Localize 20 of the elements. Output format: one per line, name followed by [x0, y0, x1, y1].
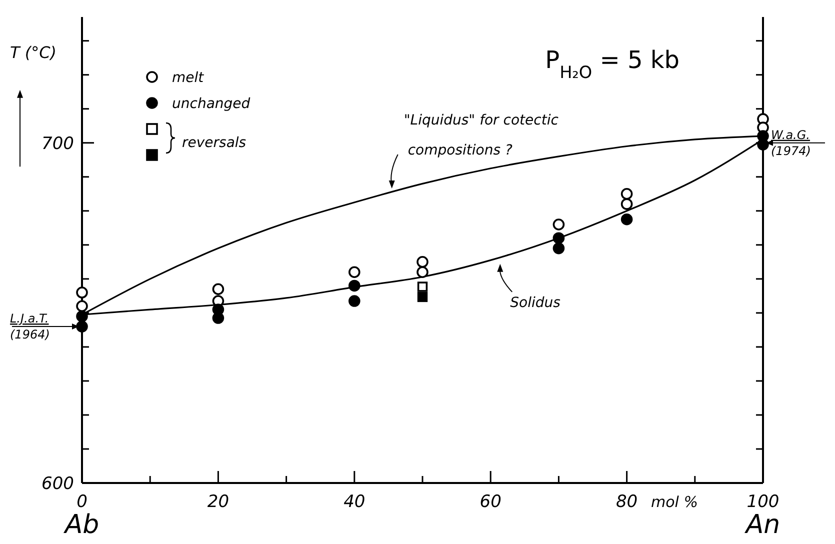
legend-label: reversals: [182, 135, 246, 151]
y-tick-label: 700: [42, 134, 74, 154]
x-tick-label: 60: [480, 492, 502, 512]
x-tick-label: 20: [207, 492, 230, 512]
annotation: L.J.a.T. (1964): [10, 312, 50, 342]
legend-label: unchanged: [172, 96, 250, 112]
y-tick-label: 600: [42, 474, 74, 494]
legend-label: melt: [172, 70, 204, 86]
annotation: "Liquidus" for cotectic compositions ?: [404, 112, 559, 158]
x-tick-label: 80: [616, 492, 638, 512]
x-tick-label: 40: [344, 492, 366, 512]
x-tick-label: 0: [76, 492, 88, 512]
y-axis-title: T (°C): [10, 42, 57, 62]
x-tick-label: 100: [746, 492, 780, 512]
annotation: P$_{H₂O}$ = 5 kb: [545, 46, 680, 82]
text: An: [744, 510, 780, 540]
x-axis-title: mol %: [650, 493, 698, 511]
annotation: Solidus: [510, 294, 560, 311]
annotation: W.a.G. (1974): [771, 128, 811, 158]
text: Ab: [62, 510, 100, 540]
